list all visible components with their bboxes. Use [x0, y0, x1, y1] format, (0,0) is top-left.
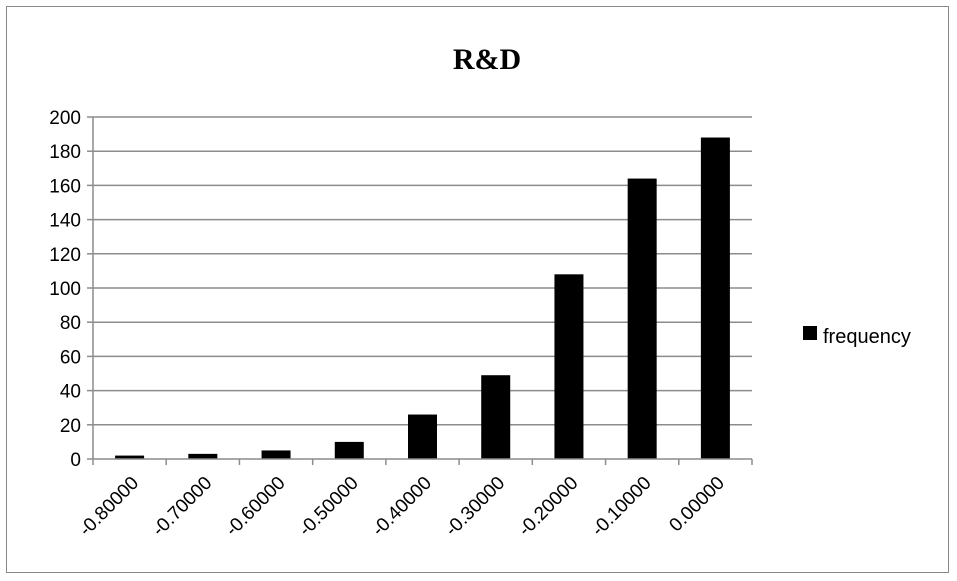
x-tick-label: -0.60000 — [222, 473, 290, 541]
bar — [334, 441, 364, 459]
bar — [408, 414, 437, 459]
chart-title: R&D — [453, 43, 521, 76]
y-tick-label: 80 — [60, 313, 81, 334]
axes — [87, 116, 753, 465]
bar — [627, 178, 657, 459]
x-tick-label: -0.40000 — [368, 473, 436, 541]
x-tick-label: -0.80000 — [75, 473, 143, 541]
bar — [700, 137, 730, 459]
x-tick-label: 0.00000 — [666, 473, 729, 536]
y-tick-label: 160 — [49, 176, 81, 197]
y-tick-label: 140 — [49, 211, 81, 232]
y-tick-labels: 0 20 40 60 80 100 120 140 160 180 200 — [49, 108, 81, 471]
bar — [261, 450, 291, 459]
x-tick-label: -0.20000 — [515, 473, 583, 541]
x-tick-label: -0.70000 — [148, 473, 216, 541]
legend-swatch — [803, 326, 817, 340]
bar — [188, 453, 218, 459]
y-tick-label: 200 — [49, 108, 81, 129]
y-tick-label: 40 — [60, 382, 81, 403]
x-tick-label: -0.50000 — [295, 473, 363, 541]
legend-label: frequency — [823, 326, 911, 348]
legend: frequency — [803, 326, 911, 348]
bars — [115, 137, 730, 459]
y-tick-label: 60 — [60, 347, 81, 368]
chart-frame — [6, 6, 949, 573]
x-tick-labels: -0.80000 -0.70000 -0.60000 -0.50000 -0.40000… — [75, 473, 729, 541]
x-tick-label: -0.30000 — [441, 473, 509, 541]
bar — [554, 274, 584, 459]
x-tick-label: -0.10000 — [588, 473, 656, 541]
y-tick-label: 0 — [70, 450, 81, 471]
y-tick-label: 120 — [49, 245, 81, 266]
y-tick-label: 20 — [60, 416, 81, 437]
bar — [115, 455, 145, 459]
y-tick-label: 100 — [49, 279, 81, 300]
bar — [481, 375, 511, 459]
y-tick-label: 180 — [49, 142, 81, 163]
